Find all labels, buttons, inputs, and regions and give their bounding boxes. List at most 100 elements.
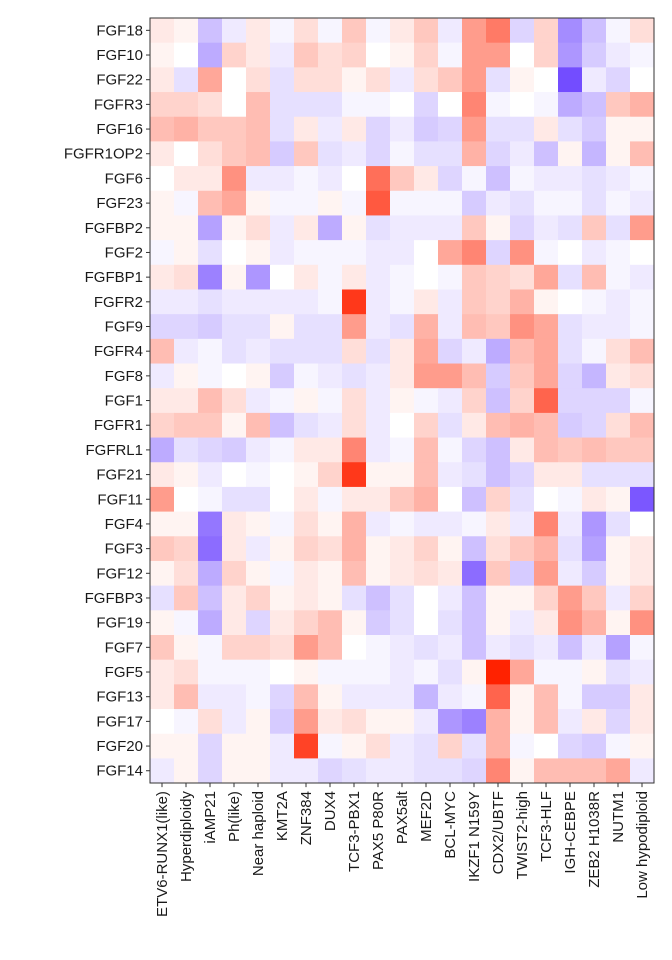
heatmap-cell-FGFBP3-ZEB2 H1038R — [582, 585, 607, 611]
heatmap-cell-FGF6-TWIST2-high — [510, 166, 535, 192]
heatmap-cell-FGFBP3-TCF3-PBX1 — [342, 585, 367, 611]
heatmap-cell-FGFRL1-Ph(like) — [222, 437, 247, 463]
heatmap-cell-FGF12-KMT2A — [270, 560, 295, 587]
heatmap-cell-FGF18-ZNF384 — [294, 18, 319, 44]
heatmap-cell-FGF11-iAMP21 — [198, 486, 223, 512]
heatmap-cell-FGF8-ZEB2 H1038R — [582, 363, 607, 389]
row-label: FGF1 — [105, 393, 143, 410]
heatmap-cell-FGFR4-Near haploid — [246, 338, 271, 364]
heatmap-cell-FGF14-TWIST2-high — [510, 758, 535, 784]
heatmap-cell-FGF12-Near haploid — [246, 560, 271, 587]
heatmap-cell-FGF10-Near haploid — [246, 42, 271, 68]
heatmap-cell-FGFBP3-ZNF384 — [294, 585, 319, 611]
heatmap-cell-FGF3-TCF3-HLF — [534, 536, 559, 562]
heatmap-cell-FGFR1OP2-Near haploid — [246, 141, 271, 167]
row-label: FGFR1OP2 — [64, 146, 143, 163]
heatmap-cell-FGF3-iAMP21 — [198, 536, 223, 562]
heatmap-cell-FGF21-MEF2D — [414, 462, 439, 488]
heatmap-cell-FGF17-iAMP21 — [198, 709, 223, 735]
heatmap-cell-FGFBP1-IKZF1 N159Y — [462, 264, 487, 290]
heatmap-cell-FGF19-DUX4 — [318, 610, 343, 636]
heatmap-cell-FGFR3-Near haploid — [246, 92, 271, 118]
heatmap-cell-FGF4-IGH-CEBPE — [558, 511, 583, 537]
heatmap-cell-FGF5-Ph(like) — [222, 659, 247, 685]
row-label: FGF23 — [96, 195, 143, 212]
heatmap-cell-FGF6-ZEB2 H1038R — [582, 166, 607, 192]
heatmap-cell-FGF21-ZNF384 — [294, 462, 319, 488]
heatmap-cell-FGFR1-IGH-CEBPE — [558, 412, 583, 438]
heatmap-cell-FGF4-PAX5alt — [390, 511, 415, 537]
heatmap-cell-FGF5-IGH-CEBPE — [558, 659, 583, 685]
heatmap-cell-FGF3-Hyperdiploidy — [174, 536, 199, 562]
heatmap-cell-FGF6-CDX2/UBTF — [486, 166, 511, 192]
heatmap-cell-FGF11-IKZF1 N159Y — [462, 486, 487, 512]
heatmap-cell-FGFR1-iAMP21 — [198, 412, 223, 438]
heatmap-cell-FGFR4-BCL-MYC — [438, 338, 463, 364]
heatmap-cell-FGF4-KMT2A — [270, 511, 295, 537]
heatmap-cell-FGF12-TCF3-HLF — [534, 560, 559, 587]
heatmap-cell-FGF14-Ph(like) — [222, 758, 247, 784]
heatmap-cell-FGF16-TWIST2-high — [510, 116, 535, 142]
heatmap-cell-FGFR1OP2-MEF2D — [414, 141, 439, 167]
heatmap-cell-FGFRL1-NUTM1 — [606, 437, 631, 463]
heatmap-cell-FGF14-Near haploid — [246, 758, 271, 784]
heatmap-cell-FGF17-BCL-MYC — [438, 709, 463, 735]
heatmap-cell-FGF12-Ph(like) — [222, 560, 247, 587]
heatmap-cell-FGFR3-TCF3-HLF — [534, 92, 559, 118]
heatmap-cell-FGF7-iAMP21 — [198, 635, 223, 661]
heatmap-cell-FGFBP3-TCF3-HLF — [534, 585, 559, 611]
heatmap-cell-FGF8-IGH-CEBPE — [558, 363, 583, 389]
heatmap-cell-FGF16-IGH-CEBPE — [558, 116, 583, 142]
heatmap-cell-FGFR1OP2-iAMP21 — [198, 141, 223, 167]
heatmap-cell-FGF12-ZNF384 — [294, 560, 319, 587]
heatmap-cell-FGFR1-PAX5alt — [390, 412, 415, 438]
heatmap-cell-FGFBP1-ETV6-RUNX1(like) — [150, 264, 175, 290]
heatmap-cell-FGF19-ZNF384 — [294, 610, 319, 636]
heatmap-cell-FGF17-TCF3-HLF — [534, 709, 559, 735]
heatmap-cell-FGF3-PAX5alt — [390, 536, 415, 562]
heatmap-cell-FGFRL1-Hyperdiploidy — [174, 437, 199, 463]
heatmap-cell-FGF22-CDX2/UBTF — [486, 67, 511, 93]
heatmap-cell-FGF7-Ph(like) — [222, 635, 247, 661]
heatmap-cell-FGF16-DUX4 — [318, 116, 343, 142]
row-label: FGF14 — [96, 763, 143, 780]
heatmap-cell-FGF2-ETV6-RUNX1(like) — [150, 240, 175, 266]
heatmap-cell-FGFBP3-CDX2/UBTF — [486, 585, 511, 611]
heatmap-cell-FGFR4-Ph(like) — [222, 338, 247, 364]
heatmap-cell-FGFR3-Low hypodiploid — [630, 92, 655, 118]
heatmap-cell-FGF2-PAX5alt — [390, 240, 415, 266]
heatmap-cell-FGFBP2-Ph(like) — [222, 215, 247, 241]
column-label: Hyperdiploidy — [178, 791, 195, 882]
heatmap-cell-FGF8-MEF2D — [414, 363, 439, 389]
heatmap-cell-FGFR1OP2-ZNF384 — [294, 141, 319, 167]
heatmap-cell-FGFR1OP2-Low hypodiploid — [630, 141, 655, 167]
heatmap-cell-FGF19-IGH-CEBPE — [558, 610, 583, 636]
heatmap-cell-FGF5-TCF3-HLF — [534, 659, 559, 685]
heatmap-cell-FGF19-CDX2/UBTF — [486, 610, 511, 636]
heatmap-cell-FGF7-CDX2/UBTF — [486, 635, 511, 661]
heatmap-cell-FGF14-iAMP21 — [198, 758, 223, 784]
heatmap-cell-FGF4-Hyperdiploidy — [174, 511, 199, 537]
heatmap-cell-FGF5-ZNF384 — [294, 659, 319, 685]
heatmap-cell-FGF6-BCL-MYC — [438, 166, 463, 192]
heatmap-cell-FGF20-DUX4 — [318, 733, 343, 759]
heatmap-cell-FGFR1OP2-TWIST2-high — [510, 141, 535, 167]
heatmap-cell-FGFR1-TCF3-HLF — [534, 412, 559, 438]
heatmap-cell-FGF21-Ph(like) — [222, 462, 247, 488]
heatmap-cell-FGF1-ZNF384 — [294, 388, 319, 414]
heatmap-cell-FGFBP3-PAX5 P80R — [366, 585, 391, 611]
heatmap-cell-FGF9-KMT2A — [270, 314, 295, 340]
heatmap-cell-FGF3-IGH-CEBPE — [558, 536, 583, 562]
heatmap-cell-FGF17-NUTM1 — [606, 709, 631, 735]
heatmap-cell-FGFR3-ZEB2 H1038R — [582, 92, 607, 118]
row-label: FGF10 — [96, 47, 143, 64]
heatmap-cell-FGF13-CDX2/UBTF — [486, 684, 511, 710]
heatmap-cell-FGF6-KMT2A — [270, 166, 295, 192]
heatmap-cell-FGFR1-IKZF1 N159Y — [462, 412, 487, 438]
heatmap-cell-FGFR3-TCF3-PBX1 — [342, 92, 367, 118]
heatmap-cell-FGF6-Ph(like) — [222, 166, 247, 192]
heatmap-cell-FGF17-ZNF384 — [294, 709, 319, 735]
heatmap-cell-FGFR3-NUTM1 — [606, 92, 631, 118]
heatmap-cell-FGF19-NUTM1 — [606, 610, 631, 636]
heatmap-cell-FGF8-PAX5alt — [390, 363, 415, 389]
